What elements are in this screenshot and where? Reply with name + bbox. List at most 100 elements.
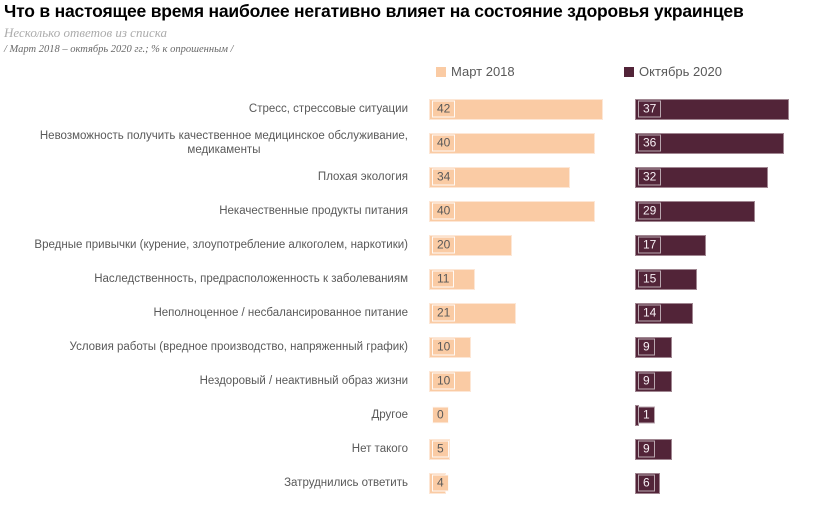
value-label: 40 — [432, 202, 456, 220]
category-label-text: Некачественные продукты питания — [219, 204, 408, 217]
category-label: Плохая экология — [0, 160, 420, 194]
bar-october-2020 — [635, 98, 789, 120]
value-label: 36 — [638, 134, 662, 152]
bar-cell-march-2018: 10 — [429, 370, 635, 392]
chart-subtitle: Несколько ответов из списка — [4, 25, 167, 40]
value-label: 40 — [432, 134, 456, 152]
bar-october-2020 — [635, 132, 784, 154]
category-label: Стресс, стрессовые ситуации — [0, 92, 420, 126]
category-label-text: Нет такого — [351, 442, 408, 455]
category-label: Условия работы (вредное производство, на… — [0, 330, 420, 364]
bar-cell-october-2020: 17 — [635, 234, 839, 256]
chart-title: Что в настоящее время наиболее негативно… — [4, 1, 744, 21]
value-label: 10 — [432, 372, 456, 390]
value-label: 10 — [432, 338, 456, 356]
bar-cell-march-2018: 40 — [429, 132, 635, 154]
bar-chart: Стресс, стрессовые ситуации 42 37 Невозможн… — [0, 92, 839, 500]
value-label: 5 — [432, 440, 449, 458]
value-label: 4 — [432, 474, 449, 492]
value-label: 6 — [638, 474, 655, 492]
bar-cell-march-2018: 42 — [429, 98, 635, 120]
bar-cell-october-2020: 29 — [635, 200, 839, 222]
bar-cell-march-2018: 40 — [429, 200, 635, 222]
category-label: Другое — [0, 398, 420, 432]
value-label: 32 — [638, 168, 662, 186]
bar-cell-march-2018: 4 — [429, 472, 635, 494]
bar-october-2020 — [635, 166, 768, 188]
legend-item-march-2018: Март 2018 — [436, 64, 515, 79]
category-label-text: Нездоровый / неактивный образ жизни — [199, 374, 408, 387]
category-row: Нет такого 5 9 — [0, 432, 839, 466]
bar-cell-october-2020: 37 — [635, 98, 839, 120]
bar-cell-october-2020: 9 — [635, 438, 839, 460]
value-label: 17 — [638, 236, 662, 254]
bar-march-2018 — [429, 98, 603, 120]
category-row: Невозможность получить качественное меди… — [0, 126, 839, 160]
category-row: Нездоровый / неактивный образ жизни 10 9 — [0, 364, 839, 398]
bar-cell-october-2020: 6 — [635, 472, 839, 494]
legend-label: Март 2018 — [451, 64, 515, 79]
category-label-text: Наследственность, предрасположенность к … — [94, 272, 408, 285]
bar-cell-march-2018: 10 — [429, 336, 635, 358]
category-row: Стресс, стрессовые ситуации 42 37 — [0, 92, 839, 126]
bar-october-2020 — [635, 200, 755, 222]
bar-cell-october-2020: 32 — [635, 166, 839, 188]
category-label: Нет такого — [0, 432, 420, 466]
category-label: Затруднились ответить — [0, 466, 420, 500]
category-label: Вредные привычки (курение, злоупотреблен… — [0, 228, 420, 262]
category-row: Плохая экология 34 32 — [0, 160, 839, 194]
category-label-text: Неполноценное / несбалансированное питан… — [153, 306, 408, 319]
category-label-text: Условия работы (вредное производство, на… — [69, 340, 408, 353]
category-label-text: Другое — [371, 408, 408, 421]
category-label-text: Стресс, стрессовые ситуации — [248, 102, 408, 115]
category-label: Невозможность получить качественное меди… — [0, 126, 420, 160]
legend-swatch-march-2018-icon — [436, 66, 446, 77]
category-label: Наследственность, предрасположенность к … — [0, 262, 420, 296]
bar-cell-october-2020: 9 — [635, 336, 839, 358]
category-label-text: Плохая экология — [317, 170, 408, 183]
category-label-text: Затруднились ответить — [284, 476, 408, 489]
bar-march-2018 — [429, 166, 570, 188]
value-label: 9 — [638, 372, 655, 390]
category-row: Другое 0 1 — [0, 398, 839, 432]
bar-march-2018 — [429, 200, 595, 222]
bar-cell-march-2018: 0 — [429, 405, 635, 426]
bar-cell-october-2020: 9 — [635, 370, 839, 392]
bar-cell-march-2018: 34 — [429, 166, 635, 188]
value-label: 21 — [432, 304, 456, 322]
value-label: 0 — [432, 406, 449, 424]
category-row: Условия работы (вредное производство, на… — [0, 330, 839, 364]
category-row: Вредные привычки (курение, злоупотреблен… — [0, 228, 839, 262]
category-row: Неполноценное / несбалансированное питан… — [0, 296, 839, 330]
value-label: 29 — [638, 202, 662, 220]
bar-cell-october-2020: 36 — [635, 132, 839, 154]
legend-item-october-2020: Октябрь 2020 — [624, 64, 722, 79]
value-label: 14 — [638, 304, 662, 322]
chart-period-note: / Март 2018 – октябрь 2020 гг.; % к опро… — [4, 44, 234, 55]
bar-cell-march-2018: 11 — [429, 268, 635, 290]
bar-cell-october-2020: 14 — [635, 302, 839, 324]
bar-march-2018 — [429, 132, 595, 154]
category-label-text: Вредные привычки (курение, злоупотреблен… — [34, 238, 408, 251]
category-label: Некачественные продукты питания — [0, 194, 420, 228]
value-label: 11 — [432, 270, 455, 288]
legend-swatch-october-2020-icon — [624, 66, 634, 77]
category-row: Наследственность, предрасположенность к … — [0, 262, 839, 296]
value-label: 9 — [638, 338, 655, 356]
category-row: Некачественные продукты питания 40 29 — [0, 194, 839, 228]
category-label: Нездоровый / неактивный образ жизни — [0, 364, 420, 398]
category-row: Затруднились ответить 4 6 — [0, 466, 839, 500]
bar-cell-march-2018: 5 — [429, 438, 635, 460]
bar-cell-march-2018: 21 — [429, 302, 635, 324]
value-label: 42 — [432, 100, 456, 118]
legend-label: Октябрь 2020 — [639, 64, 722, 79]
bar-cell-october-2020: 15 — [635, 268, 839, 290]
bar-cell-march-2018: 20 — [429, 234, 635, 256]
category-label-text: Невозможность получить качественное меди… — [39, 129, 408, 156]
value-label: 9 — [638, 440, 655, 458]
value-label: 37 — [638, 100, 662, 118]
category-label: Неполноценное / несбалансированное питан… — [0, 296, 420, 330]
bar-cell-october-2020: 1 — [635, 404, 839, 426]
value-label: 34 — [432, 168, 456, 186]
